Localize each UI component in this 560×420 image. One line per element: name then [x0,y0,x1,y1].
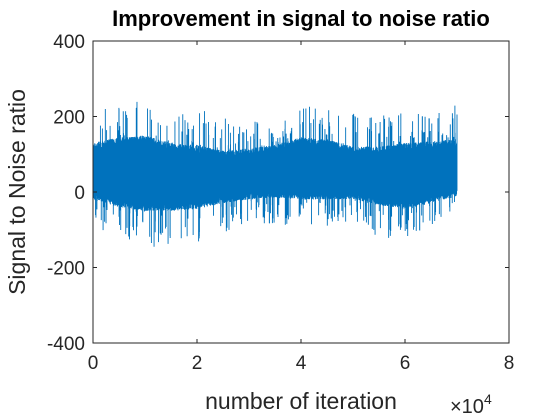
x-exponent-label: ×104 [450,391,492,418]
tick-layer: 0 2 4 6 8 -400 -200 0 200 400 [47,32,514,374]
y-tick-label: 200 [53,108,85,129]
chart-title: Improvement in signal to noise ratio [112,6,490,31]
y-tick-label: -400 [47,334,85,355]
x-tick-label: 4 [296,353,307,374]
x-tick-label: 6 [400,353,411,374]
y-tick-label: -200 [47,259,85,280]
x-axis-title: number of iteration [205,388,397,414]
y-tick-label: 0 [74,183,85,204]
x-tick-label: 0 [88,353,99,374]
x-tick-label: 2 [192,353,203,374]
y-tick-label: 400 [53,32,85,53]
x-exponent-base: ×10 [450,396,484,418]
y-axis-title: Signal to Noise ratio [4,89,30,295]
x-exponent-power: 4 [484,391,492,407]
x-tick-label: 8 [504,353,515,374]
